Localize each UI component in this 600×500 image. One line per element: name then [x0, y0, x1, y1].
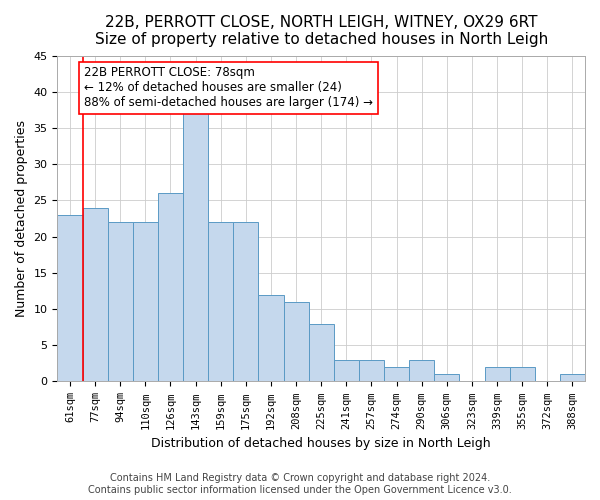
Y-axis label: Number of detached properties: Number of detached properties: [15, 120, 28, 317]
Bar: [208, 222, 233, 382]
Bar: [485, 367, 509, 382]
Bar: [308, 324, 334, 382]
Bar: [509, 367, 535, 382]
Bar: [434, 374, 460, 382]
Bar: [560, 374, 585, 382]
Bar: [158, 193, 183, 382]
Bar: [359, 360, 384, 382]
Bar: [384, 367, 409, 382]
Bar: [133, 222, 158, 382]
Bar: [284, 302, 308, 382]
X-axis label: Distribution of detached houses by size in North Leigh: Distribution of detached houses by size …: [151, 437, 491, 450]
Title: 22B, PERROTT CLOSE, NORTH LEIGH, WITNEY, OX29 6RT
Size of property relative to d: 22B, PERROTT CLOSE, NORTH LEIGH, WITNEY,…: [95, 15, 548, 48]
Bar: [409, 360, 434, 382]
Bar: [233, 222, 259, 382]
Bar: [259, 294, 284, 382]
Bar: [58, 215, 83, 382]
Text: Contains HM Land Registry data © Crown copyright and database right 2024.
Contai: Contains HM Land Registry data © Crown c…: [88, 474, 512, 495]
Bar: [334, 360, 359, 382]
Text: 22B PERROTT CLOSE: 78sqm
← 12% of detached houses are smaller (24)
88% of semi-d: 22B PERROTT CLOSE: 78sqm ← 12% of detach…: [84, 66, 373, 110]
Bar: [183, 114, 208, 382]
Bar: [107, 222, 133, 382]
Bar: [83, 208, 107, 382]
